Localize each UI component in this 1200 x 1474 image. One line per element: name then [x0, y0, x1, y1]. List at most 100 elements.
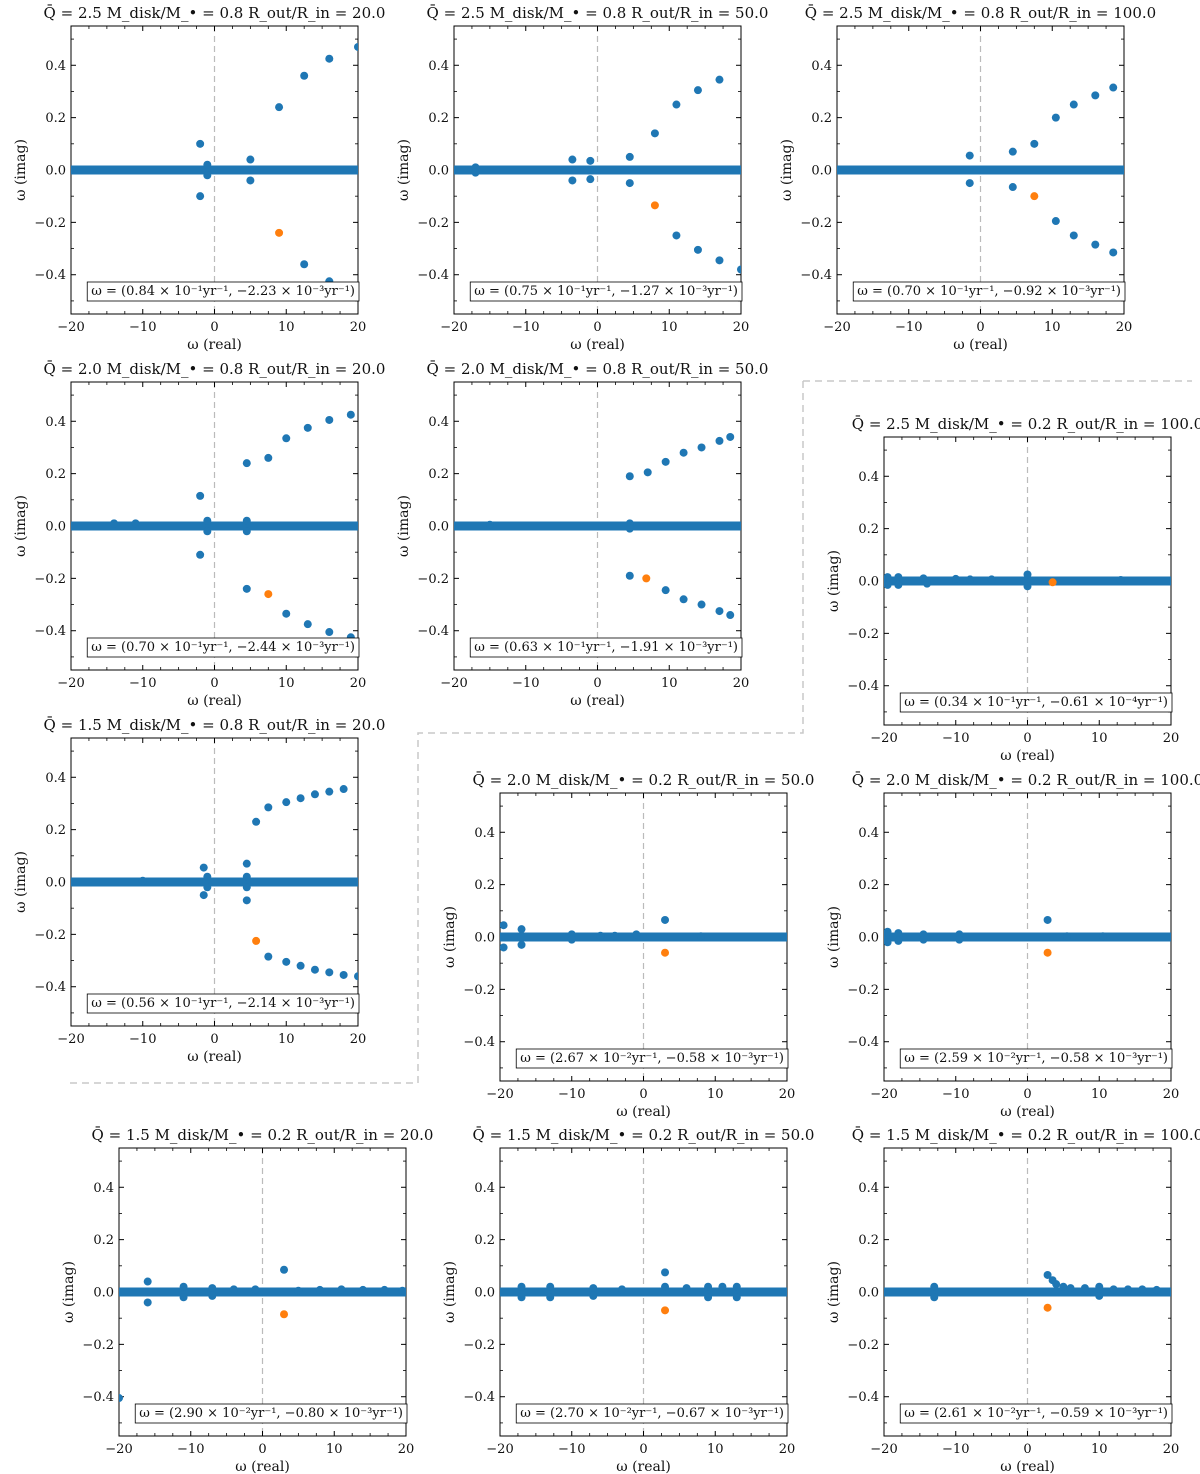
- panel-2: Q̄ = 2.5 M_disk/M_• = 0.8 R_out/R_in = 5…: [396, 4, 768, 353]
- data-point: [143, 1298, 152, 1307]
- y-tick-label: −0.2: [34, 216, 66, 231]
- annotation: ω = (0.34 × 10⁻¹yr⁻¹, −0.61 × 10⁻⁴yr⁻¹): [904, 695, 1168, 710]
- separator-line: [70, 381, 804, 1084]
- x-tick-label: −10: [129, 1032, 156, 1047]
- data-point: [203, 516, 212, 525]
- panels: Q̄ = 2.5 M_disk/M_• = 0.8 R_out/R_in = 2…: [13, 4, 1200, 1474]
- x-tick-label: 20: [733, 676, 750, 691]
- data-point: [693, 245, 702, 254]
- data-point: [732, 1293, 741, 1302]
- y-tick-label: 0.4: [858, 1181, 879, 1196]
- y-axis-label: ω (imag): [826, 906, 842, 968]
- data-point: [315, 1285, 324, 1294]
- data-point: [264, 952, 273, 961]
- data-point: [715, 436, 724, 445]
- x-axis-label: ω (real): [187, 1049, 242, 1065]
- marks: [71, 785, 358, 981]
- y-tick-label: −0.4: [417, 268, 449, 283]
- data-point: [354, 972, 358, 981]
- y-tick-label: 0.0: [93, 1286, 114, 1301]
- data-point: [143, 1277, 152, 1286]
- data-point: [282, 957, 291, 966]
- data-point: [398, 1286, 406, 1295]
- data-point: [737, 265, 741, 274]
- data-point: [884, 927, 892, 936]
- data-point: [568, 176, 577, 185]
- x-tick-label: −10: [177, 1442, 204, 1457]
- y-tick-label: 0.4: [428, 59, 449, 74]
- panel-title: Q̄ = 2.5 M_disk/M_• = 0.8 R_out/R_in = 1…: [805, 4, 1156, 22]
- y-tick-label: −0.2: [847, 627, 879, 642]
- x-tick-label: −10: [512, 676, 539, 691]
- data-point: [325, 968, 334, 977]
- marks: [837, 83, 1124, 257]
- x-axis-label: ω (real): [187, 337, 242, 353]
- y-axis-label: ω (imag): [13, 495, 29, 557]
- y-tick-label: −0.4: [34, 624, 66, 639]
- data-point: [339, 785, 348, 794]
- data-point: [726, 432, 735, 441]
- panel-title: Q̄ = 2.5 M_disk/M_• = 0.2 R_out/R_in = 1…: [852, 415, 1200, 433]
- x-tick-label: 20: [350, 1032, 367, 1047]
- y-axis-label: ω (imag): [13, 139, 29, 201]
- data-point: [242, 527, 251, 536]
- data-point: [679, 595, 688, 604]
- y-tick-label: 0.2: [858, 522, 879, 537]
- x-tick-label: 10: [1091, 1442, 1108, 1457]
- y-tick-label: 0.4: [93, 1181, 114, 1196]
- data-point: [955, 935, 964, 944]
- data-point: [696, 932, 705, 941]
- y-tick-label: 0.4: [474, 826, 495, 841]
- data-point: [251, 1285, 260, 1294]
- y-tick-label: −0.2: [463, 983, 495, 998]
- data-point: [1008, 183, 1017, 192]
- data-point: [310, 965, 319, 974]
- data-point: [625, 179, 634, 188]
- data-point: [325, 787, 334, 796]
- data-point: [471, 168, 480, 177]
- data-point: [610, 931, 619, 940]
- y-tick-label: 0.2: [474, 878, 495, 893]
- x-axis-label: ω (real): [570, 337, 625, 353]
- x-tick-label: 0: [1023, 731, 1031, 746]
- x-tick-label: 10: [707, 1442, 724, 1457]
- data-point: [1138, 1285, 1147, 1294]
- highlight-point: [264, 590, 273, 599]
- data-point: [300, 71, 309, 80]
- data-point: [726, 611, 735, 620]
- y-axis-label: ω (imag): [442, 906, 458, 968]
- data-point: [1109, 83, 1118, 92]
- y-tick-label: −0.4: [847, 1035, 879, 1050]
- data-point: [1052, 1280, 1061, 1289]
- annotation: ω = (2.90 × 10⁻²yr⁻¹, −0.80 × 10⁻³yr⁻¹): [139, 1406, 403, 1421]
- data-point: [625, 472, 634, 481]
- y-tick-label: −0.4: [800, 268, 832, 283]
- data-point: [919, 935, 928, 944]
- annotation-box: [899, 692, 1173, 713]
- data-point: [715, 607, 724, 616]
- y-tick-label: 0.2: [858, 878, 879, 893]
- y-tick-label: −0.2: [463, 1338, 495, 1353]
- data-point: [661, 915, 670, 924]
- data-point: [661, 1282, 670, 1291]
- y-tick-label: 0.2: [474, 1233, 495, 1248]
- y-tick-label: −0.2: [417, 216, 449, 231]
- data-point: [1023, 570, 1032, 579]
- y-tick-label: −0.4: [847, 1390, 879, 1405]
- y-axis-label: ω (imag): [442, 1261, 458, 1323]
- data-point: [1059, 1282, 1068, 1291]
- y-tick-label: −0.2: [847, 983, 879, 998]
- data-point: [325, 415, 334, 424]
- data-point: [987, 575, 996, 584]
- y-tick-label: 0.4: [858, 470, 879, 485]
- y-tick-label: −0.2: [34, 572, 66, 587]
- y-tick-label: 0.4: [858, 826, 879, 841]
- x-tick-label: −20: [57, 1032, 84, 1047]
- y-tick-label: 0.0: [45, 164, 66, 179]
- y-axis-label: ω (imag): [396, 139, 412, 201]
- x-tick-label: −10: [129, 320, 156, 335]
- x-tick-label: −20: [823, 320, 850, 335]
- x-tick-label: 20: [1163, 731, 1180, 746]
- data-point: [242, 872, 251, 881]
